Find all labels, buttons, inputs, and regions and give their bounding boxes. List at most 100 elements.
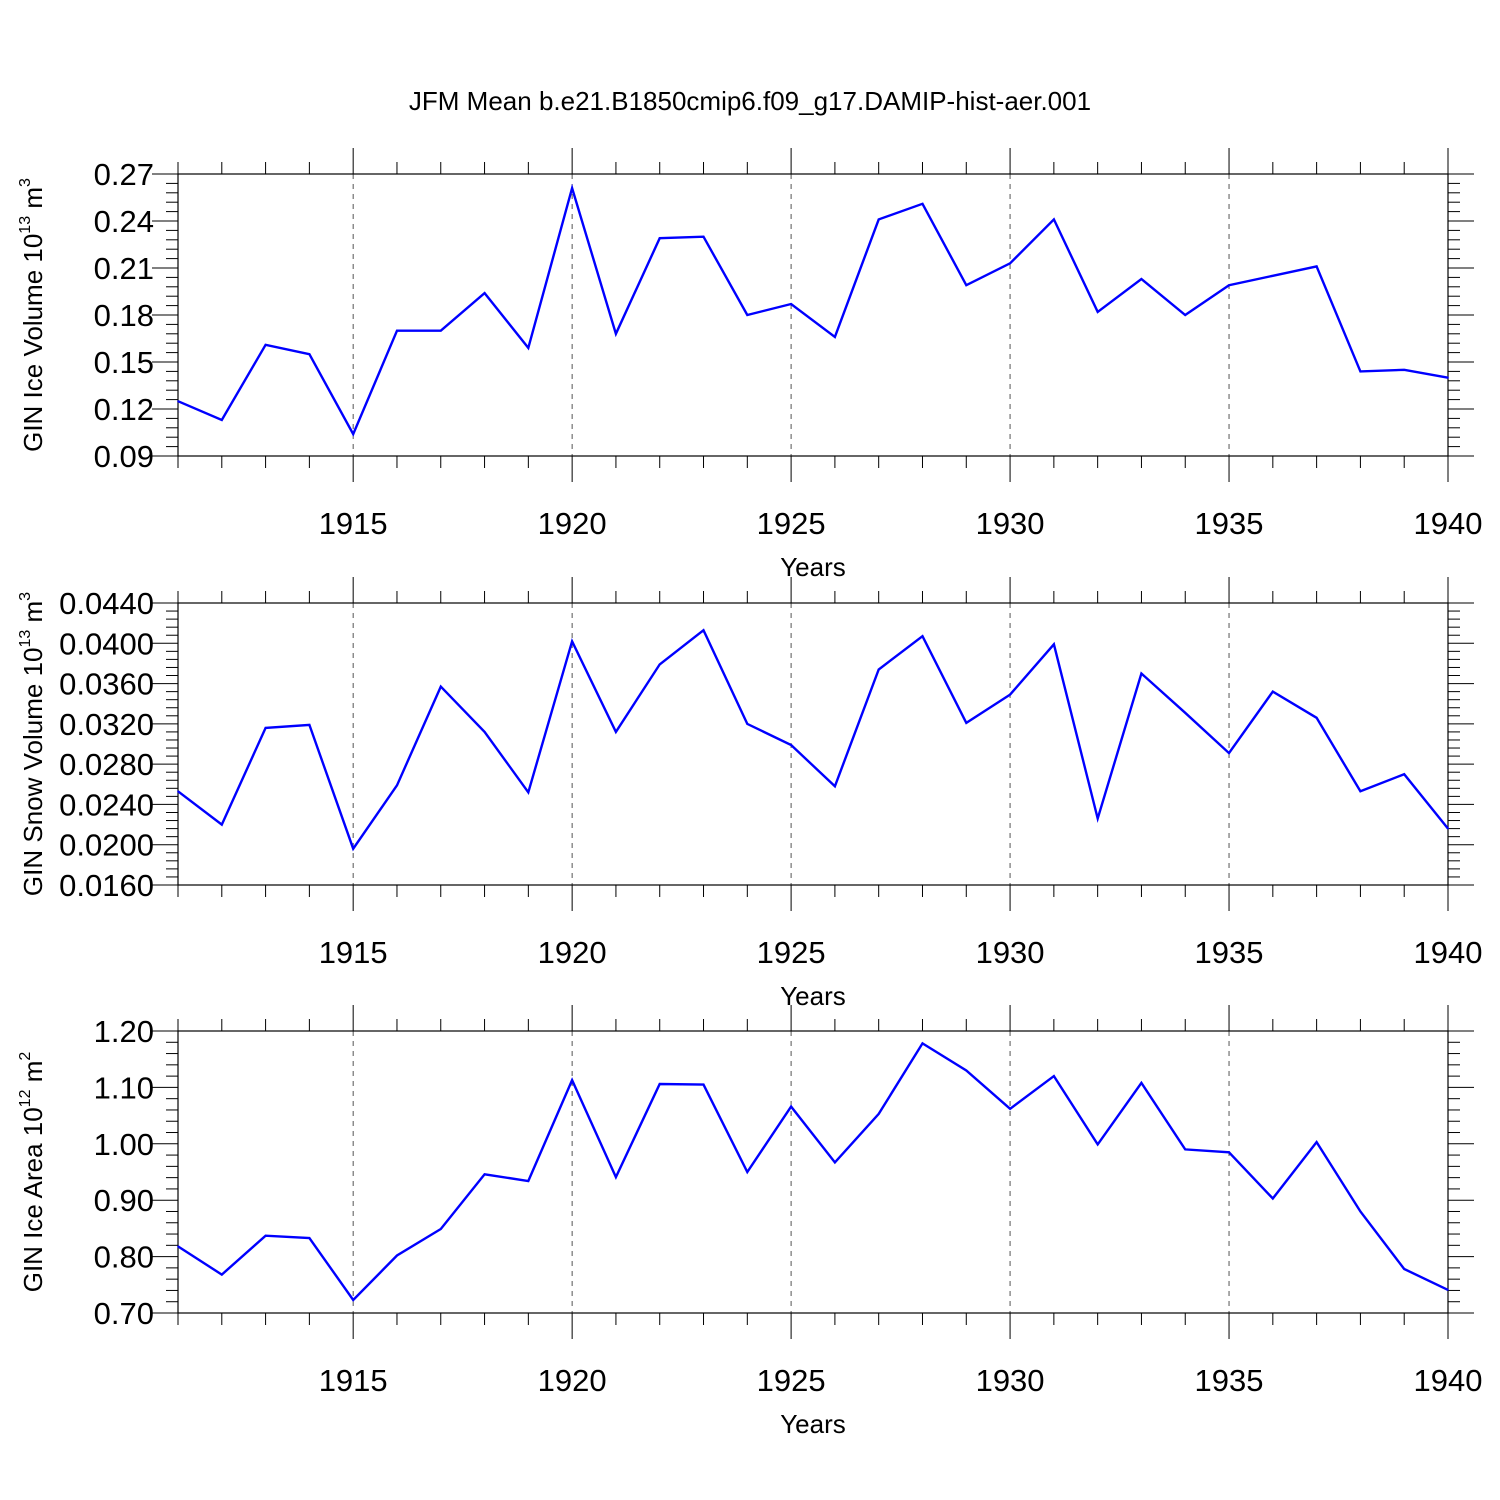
x-axis-title: Years bbox=[780, 981, 846, 1011]
data-point bbox=[483, 1173, 486, 1176]
data-point bbox=[177, 1245, 179, 1248]
data-point bbox=[396, 1254, 398, 1257]
y-tick-label: 0.12 bbox=[94, 392, 154, 427]
data-point bbox=[1315, 1141, 1318, 1143]
data-point bbox=[352, 1299, 354, 1301]
y-axis-title: GIN Ice Area 1012 m2 bbox=[17, 1052, 48, 1293]
data-point bbox=[877, 218, 880, 221]
y-tick-label: 0.0360 bbox=[59, 667, 154, 702]
data-point bbox=[1009, 1108, 1011, 1110]
y-axis-title-text: GIN Ice Area 10 bbox=[18, 1107, 48, 1292]
data-point bbox=[352, 433, 354, 435]
data-point bbox=[615, 333, 617, 335]
data-point bbox=[527, 1180, 530, 1182]
data-point bbox=[921, 1042, 924, 1045]
data-point bbox=[1096, 1143, 1099, 1146]
data-point bbox=[1272, 690, 1274, 693]
data-point bbox=[264, 343, 267, 346]
x-tick-label: 1925 bbox=[757, 935, 826, 970]
y-tick-label: 1.10 bbox=[94, 1070, 154, 1105]
series-line bbox=[177, 1041, 1449, 1302]
y-tick-label: 0.0440 bbox=[59, 586, 154, 621]
data-point bbox=[1315, 265, 1318, 268]
y-axis-title-superscript: 3 bbox=[17, 178, 34, 187]
data-point bbox=[658, 237, 661, 240]
y-axis-title-superscript: 13 bbox=[17, 216, 34, 234]
data-point bbox=[615, 1176, 617, 1178]
data-point bbox=[746, 314, 749, 316]
data-point bbox=[177, 400, 179, 402]
data-point bbox=[571, 1079, 573, 1081]
y-tick-label: 0.21 bbox=[94, 251, 154, 286]
x-tick-label: 1915 bbox=[319, 1363, 388, 1398]
x-tick-label: 1915 bbox=[319, 935, 388, 970]
data-point bbox=[571, 187, 573, 189]
y-tick-label: 0.0400 bbox=[59, 626, 154, 661]
y-axis-title-superscript: 12 bbox=[17, 1089, 34, 1107]
data-point bbox=[220, 1273, 223, 1276]
x-tick-label: 1920 bbox=[538, 935, 607, 970]
data-point bbox=[1359, 790, 1362, 793]
data-point bbox=[308, 1237, 311, 1239]
data-point bbox=[746, 1171, 749, 1173]
data-point bbox=[527, 791, 530, 794]
y-axis-title-text: m bbox=[18, 1061, 48, 1090]
x-tick-label: 1930 bbox=[976, 506, 1045, 541]
data-point bbox=[483, 731, 486, 733]
plot-frame bbox=[177, 602, 1449, 886]
data-point bbox=[965, 722, 968, 724]
data-point bbox=[571, 640, 573, 643]
data-point bbox=[790, 744, 792, 746]
data-point bbox=[746, 723, 749, 725]
data-point bbox=[834, 785, 836, 788]
data-point bbox=[1272, 275, 1274, 277]
chart-panel-2: 0.0160 0.0200 0.0240 0.0280 0.0320 0.0360 0.04… bbox=[17, 577, 1482, 1011]
x-tick-label: 1940 bbox=[1414, 1363, 1483, 1398]
data-point bbox=[1184, 1148, 1187, 1151]
data-point bbox=[1403, 773, 1406, 776]
data-point bbox=[1228, 752, 1230, 754]
data-point bbox=[1184, 314, 1187, 316]
y-axis-title: GIN Ice Volume 1013 m3 bbox=[17, 178, 48, 452]
data-point bbox=[220, 823, 223, 826]
y-axis-title: GIN Snow Volume 1013 m3 bbox=[17, 592, 48, 896]
data-point bbox=[658, 1083, 661, 1085]
y-axis-title-superscript: 13 bbox=[17, 630, 34, 648]
data-point bbox=[877, 1113, 880, 1115]
data-point bbox=[439, 1228, 442, 1230]
data-point bbox=[1009, 262, 1011, 265]
x-tick-label: 1940 bbox=[1414, 935, 1483, 970]
data-point bbox=[1053, 1075, 1055, 1077]
data-point bbox=[1272, 1197, 1274, 1200]
data-point bbox=[1315, 717, 1318, 719]
y-axis-title-superscript: 3 bbox=[17, 592, 34, 601]
y-tick-label: 1.20 bbox=[94, 1014, 154, 1049]
data-point bbox=[1359, 1210, 1362, 1213]
data-point bbox=[790, 303, 792, 305]
data-point bbox=[615, 731, 617, 733]
x-tick-label: 1930 bbox=[976, 1363, 1045, 1398]
x-tick-label: 1915 bbox=[319, 506, 388, 541]
data-point bbox=[1228, 284, 1230, 287]
y-tick-label: 0.0280 bbox=[59, 747, 154, 782]
y-tick-label: 0.90 bbox=[94, 1183, 154, 1218]
y-tick-label: 0.70 bbox=[94, 1296, 154, 1331]
x-tick-label: 1920 bbox=[538, 506, 607, 541]
data-point bbox=[1096, 817, 1099, 820]
y-axis-title-text: GIN Ice Volume 10 bbox=[18, 234, 48, 452]
y-tick-label: 0.27 bbox=[94, 157, 154, 192]
data-point bbox=[921, 635, 924, 638]
y-tick-label: 0.0240 bbox=[59, 787, 154, 822]
data-point bbox=[1359, 370, 1362, 373]
x-axis-title: Years bbox=[780, 552, 846, 582]
data-point bbox=[1096, 311, 1099, 313]
data-point bbox=[527, 347, 530, 349]
chart-panel-3: 0.70 0.80 0.90 1.00 1.10 1.20 1915 1920 1925 1930… bbox=[17, 1005, 1482, 1439]
x-tick-label: 1935 bbox=[1195, 1363, 1264, 1398]
data-point bbox=[658, 663, 661, 666]
data-point bbox=[396, 329, 398, 332]
y-tick-label: 0.80 bbox=[94, 1240, 154, 1275]
x-tick-label: 1920 bbox=[538, 1363, 607, 1398]
data-point bbox=[790, 1105, 792, 1108]
